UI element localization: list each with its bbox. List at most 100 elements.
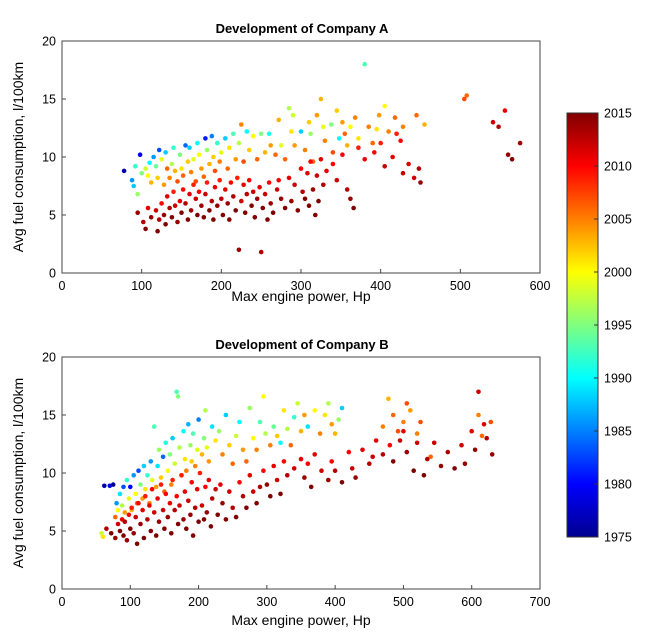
data-point	[274, 187, 280, 192]
data-point	[244, 505, 249, 511]
data-point	[509, 157, 515, 162]
data-point	[190, 431, 196, 436]
data-point	[147, 160, 152, 166]
data-point	[329, 422, 335, 427]
data-point	[131, 183, 136, 189]
data-point	[281, 459, 287, 464]
data-point	[242, 210, 248, 215]
y-tick-label: 15	[42, 93, 56, 107]
data-point	[128, 484, 133, 490]
data-point	[291, 466, 297, 471]
data-point	[476, 389, 481, 395]
data-point	[276, 117, 282, 123]
data-point	[395, 428, 401, 434]
data-point	[207, 161, 212, 167]
data-point	[300, 189, 305, 195]
data-point	[394, 131, 399, 137]
data-point	[295, 401, 300, 406]
data-point	[382, 164, 388, 169]
data-point	[237, 480, 242, 485]
data-point	[235, 175, 240, 181]
data-point	[161, 212, 167, 218]
data-point	[151, 424, 157, 429]
data-point	[175, 521, 181, 527]
data-point	[490, 119, 496, 125]
data-point	[201, 174, 207, 179]
y-tick-label: 10	[42, 151, 56, 165]
data-point	[386, 129, 391, 134]
data-point	[382, 103, 388, 109]
data-point	[233, 157, 238, 162]
data-point	[298, 129, 304, 134]
y-tick-label: 5	[49, 209, 56, 223]
y-tick-label: 20	[42, 351, 56, 365]
data-point	[167, 500, 173, 506]
data-point	[167, 205, 172, 211]
data-point	[349, 466, 355, 471]
data-point	[380, 424, 386, 429]
data-point	[211, 154, 216, 160]
x-tick-label: 200	[188, 595, 209, 609]
data-point	[239, 122, 244, 127]
scatter-points	[99, 389, 495, 547]
data-point	[274, 433, 280, 439]
x-tick-label: 600	[461, 595, 482, 609]
data-point	[188, 512, 193, 518]
data-point	[404, 449, 410, 455]
data-point	[155, 496, 160, 501]
data-point	[231, 194, 236, 199]
data-point	[140, 507, 145, 513]
data-point	[258, 249, 264, 255]
data-point	[264, 482, 270, 487]
data-point	[378, 140, 384, 146]
data-point	[326, 401, 331, 406]
data-point	[121, 533, 126, 538]
data-point	[237, 419, 242, 425]
data-point	[186, 498, 191, 504]
data-point	[201, 215, 207, 220]
data-point	[305, 424, 311, 429]
x-tick-label: 700	[530, 595, 551, 609]
data-point	[225, 166, 230, 171]
data-point	[102, 483, 107, 489]
data-point	[195, 140, 200, 146]
data-point	[151, 510, 157, 515]
data-point	[351, 205, 356, 211]
data-point	[137, 152, 143, 157]
data-point	[236, 140, 242, 146]
data-point	[220, 500, 225, 506]
data-point	[316, 198, 321, 204]
data-point	[184, 526, 189, 531]
data-point	[201, 435, 207, 441]
data-point	[135, 191, 140, 197]
data-point	[189, 480, 194, 485]
data-point	[182, 456, 188, 462]
data-point	[257, 419, 263, 425]
data-point	[209, 496, 215, 501]
data-point	[265, 217, 270, 222]
x-axis-ticks: 0 100 200 300 400 500 600	[59, 269, 550, 293]
data-point	[156, 519, 162, 524]
data-point	[199, 166, 204, 171]
data-point	[250, 189, 256, 195]
data-point	[156, 147, 162, 153]
data-point	[141, 463, 147, 469]
colorbar: 1975 1980 1985 1990 1995 2000 2005 2010 2015	[566, 107, 632, 545]
data-point	[143, 226, 148, 232]
data-point	[462, 96, 467, 102]
data-point	[190, 533, 196, 538]
x-axis-label: Max engine power, Hp	[231, 612, 371, 628]
data-point	[314, 173, 320, 178]
data-point	[292, 143, 297, 148]
colorbar-tick-label: 1980	[604, 478, 632, 492]
x-tick-label: 200	[211, 279, 232, 293]
data-point	[244, 459, 249, 464]
data-point	[233, 514, 239, 520]
colorbar-gradient	[566, 112, 599, 538]
data-point	[223, 187, 228, 192]
data-point	[262, 191, 268, 197]
data-point	[196, 519, 201, 524]
data-point	[321, 182, 326, 188]
data-point	[119, 503, 125, 508]
data-point	[268, 442, 273, 448]
